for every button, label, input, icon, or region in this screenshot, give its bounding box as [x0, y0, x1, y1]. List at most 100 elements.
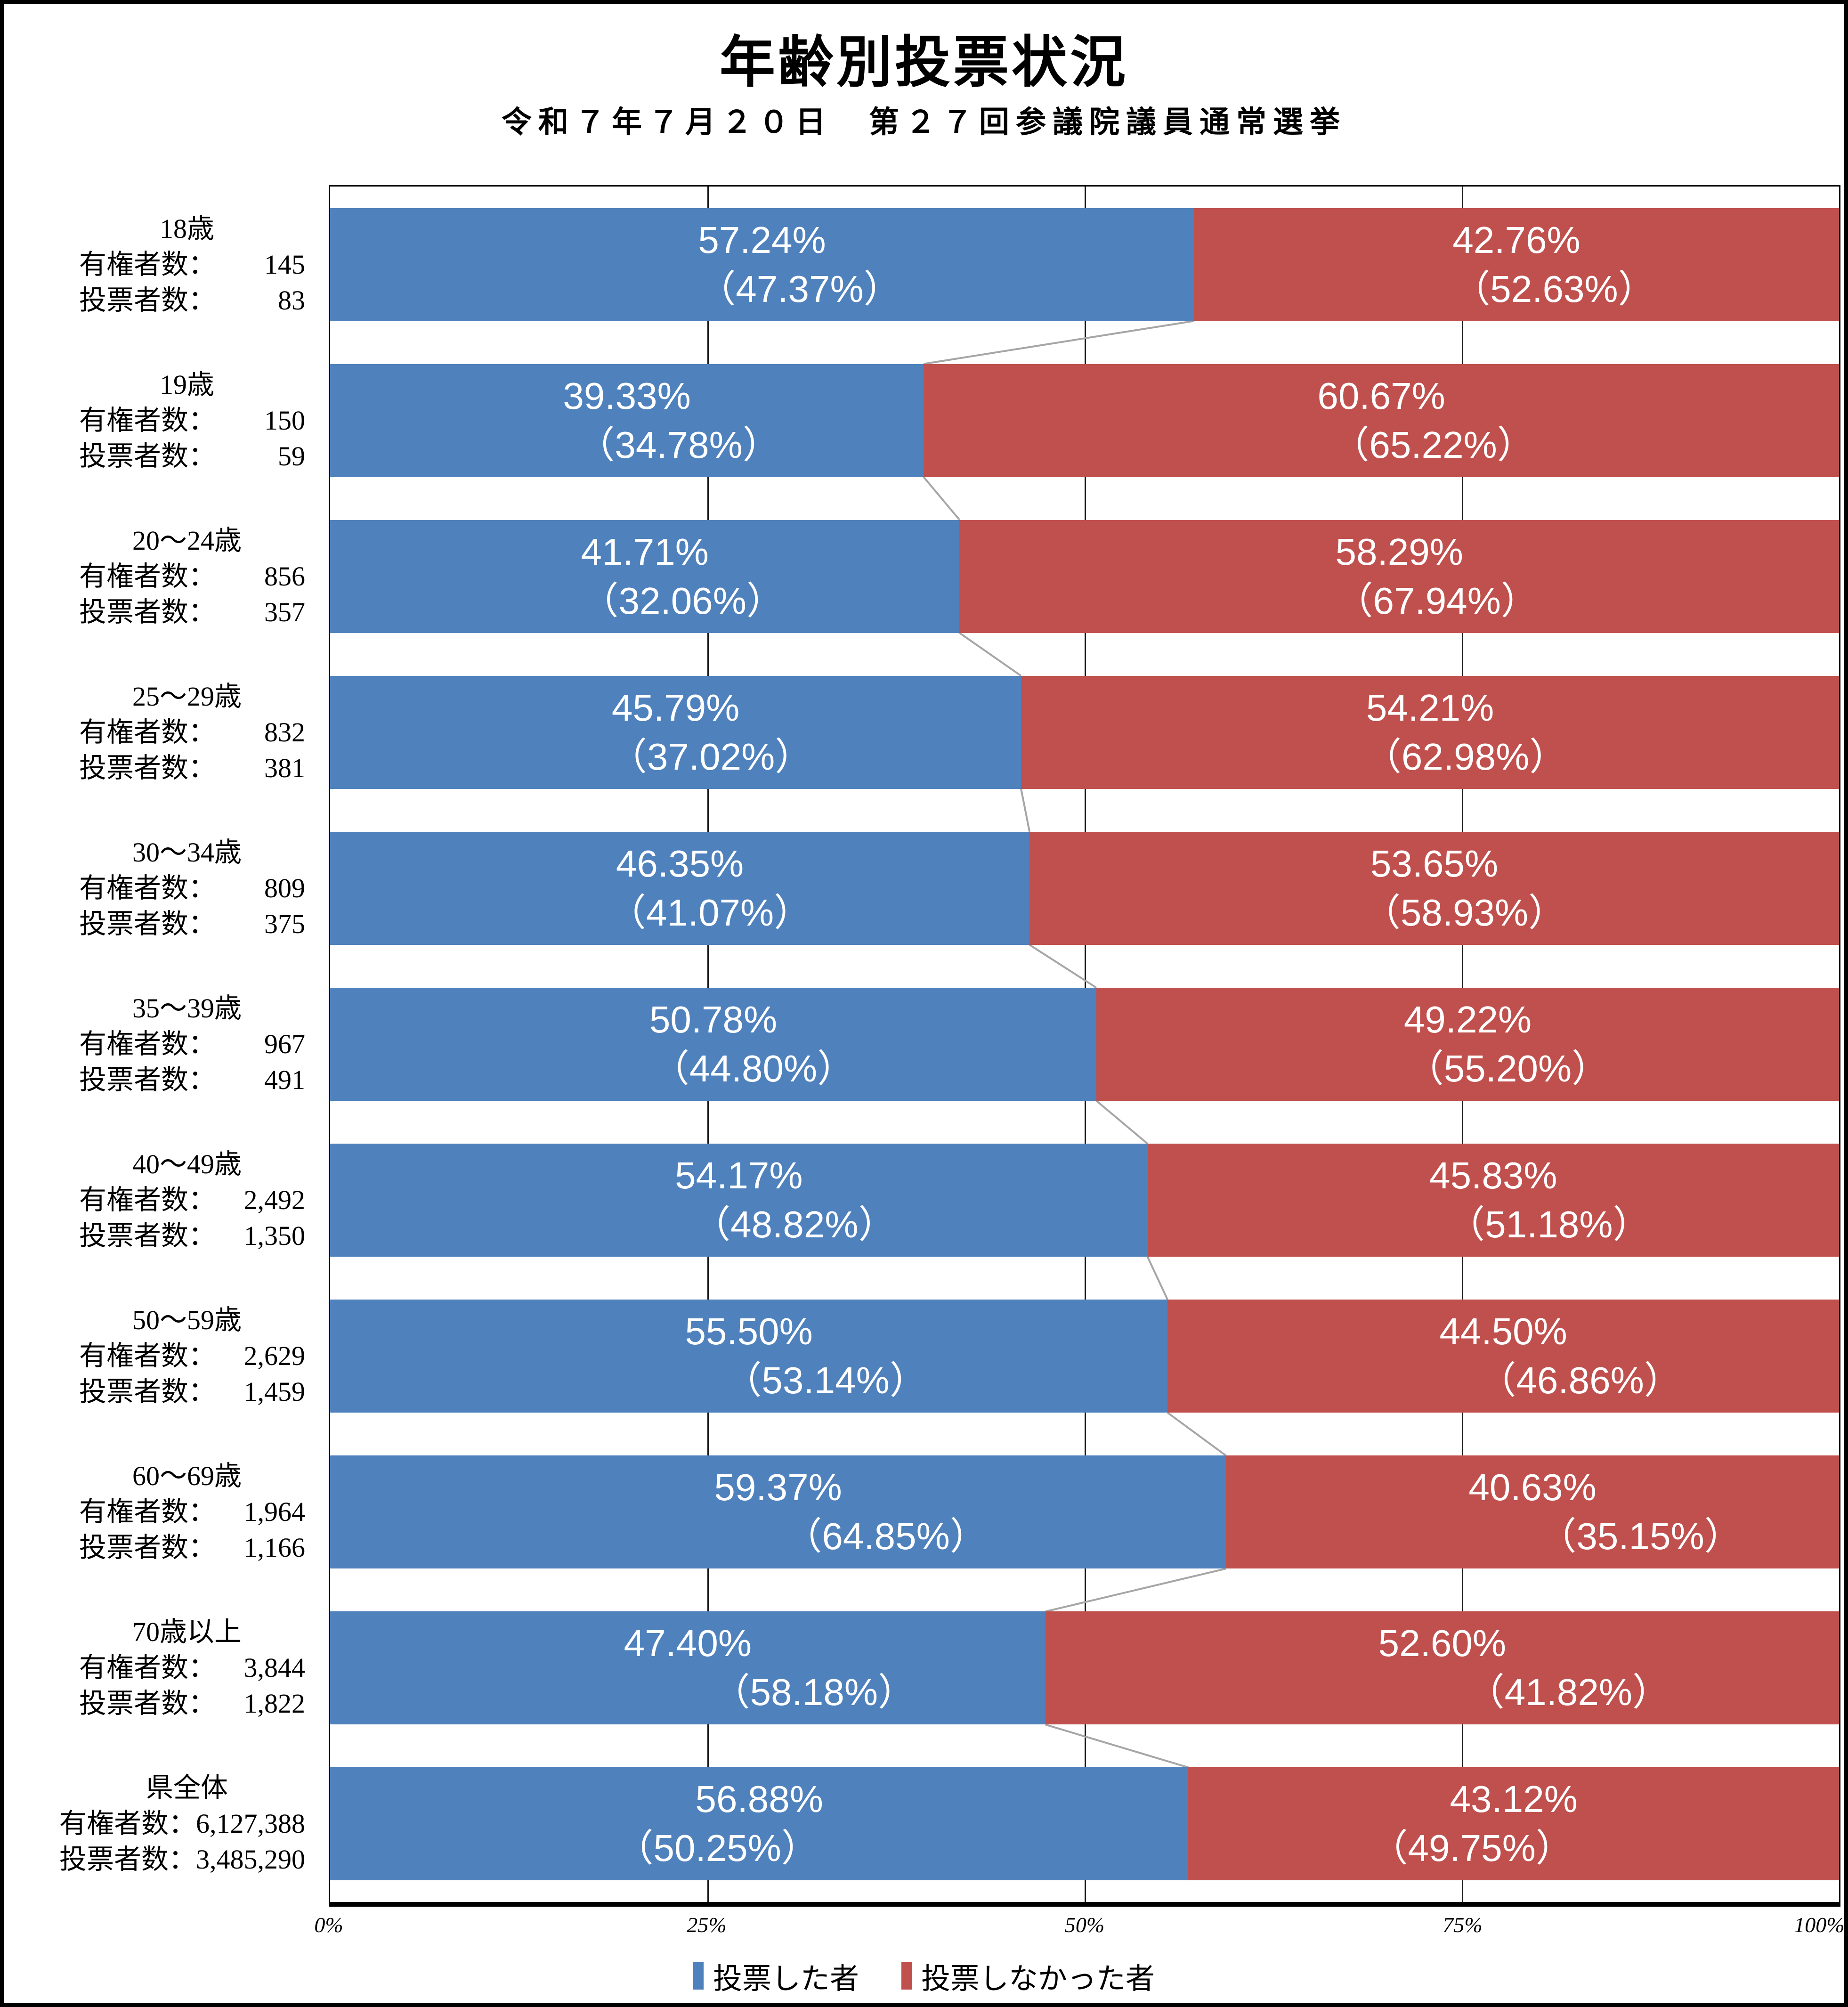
- eligible-line: 有権者数： 1,964: [17, 1494, 305, 1530]
- category-label-cell: 19歳 有権者数： 150 投票者数： 59: [17, 342, 305, 498]
- voters-line: 投票者数： 59: [17, 439, 305, 474]
- voters-line: 投票者数： 1,822: [17, 1686, 305, 1722]
- not-voted-share-label: （35.15%）: [1539, 1515, 1742, 1558]
- voters-line: 投票者数： 83: [17, 283, 305, 318]
- segment-not-voted: 44.50% （46.86%）: [1167, 1300, 1839, 1413]
- eligible-line: 有権者数： 145: [17, 247, 305, 283]
- category-label-cell: 50～59歳 有権者数： 2,629 投票者数： 1,459: [17, 1278, 305, 1434]
- stacked-bar: 56.88% （50.25%） 43.12% （49.75%）: [330, 1767, 1839, 1881]
- eligible-value: 6,127,388: [196, 1808, 305, 1839]
- not-voted-pct-label: 43.12%: [1450, 1778, 1578, 1820]
- not-voted-share-label: （58.93%）: [1362, 891, 1566, 934]
- segment-voted: 55.50% （53.14%）: [330, 1300, 1168, 1413]
- not-voted-pct-label: 44.50%: [1439, 1310, 1567, 1353]
- segment-not-voted: 54.21% （62.98%）: [1021, 675, 1839, 789]
- eligible-label: 有権者数：: [79, 249, 216, 280]
- x-axis-tick: 0%: [314, 1913, 343, 1937]
- voters-value: 3,485,290: [196, 1844, 305, 1875]
- x-axis-tick: 25%: [687, 1913, 727, 1937]
- voted-pct-label: 55.50%: [685, 1310, 813, 1353]
- voters-label: 投票者数：: [79, 1532, 216, 1563]
- stacked-bar: 47.40% （58.18%） 52.60% （41.82%）: [330, 1611, 1839, 1725]
- not-voted-share-label: （46.86%）: [1478, 1359, 1682, 1402]
- voters-label: 投票者数：: [79, 1064, 216, 1096]
- voters-label: 投票者数：: [79, 440, 216, 471]
- segment-voted: 59.37% （64.85%）: [330, 1455, 1226, 1569]
- connector-line: [1029, 944, 1097, 989]
- voters-line: 投票者数： 381: [17, 750, 305, 786]
- voters-line: 投票者数： 3,485,290: [17, 1842, 305, 1877]
- segment-voted: 50.78% （44.80%）: [330, 988, 1096, 1101]
- not-voted-share-label: （62.98%）: [1363, 735, 1567, 778]
- voters-line: 投票者数： 1,350: [17, 1218, 305, 1254]
- category-label-cell: 30～34歳 有権者数： 809 投票者数： 375: [17, 810, 305, 966]
- eligible-label: 有権者数：: [79, 1496, 216, 1528]
- eligible-value: 2,629: [243, 1341, 306, 1372]
- segment-voted: 45.79% （37.02%）: [330, 675, 1021, 789]
- bar-row: 41.71% （32.06%） 58.29% （67.94%）: [330, 498, 1839, 654]
- voters-value: 83: [278, 284, 305, 316]
- segment-voted: 54.17% （48.82%）: [330, 1144, 1148, 1257]
- stacked-bar: 41.71% （32.06%） 58.29% （67.94%）: [330, 520, 1839, 633]
- voted-pct-label: 45.79%: [611, 686, 740, 729]
- voters-value: 1,350: [243, 1220, 306, 1251]
- eligible-line: 有権者数： 150: [17, 403, 305, 439]
- eligible-value: 967: [264, 1029, 305, 1060]
- eligible-label: 有権者数：: [79, 405, 216, 436]
- segment-voted: 56.88% （50.25%）: [330, 1767, 1189, 1881]
- voters-label: 投票者数：: [79, 1220, 216, 1251]
- category-label-cell: 20～24歳 有権者数： 856 投票者数： 357: [17, 498, 305, 654]
- voted-share-label: （58.18%）: [712, 1671, 916, 1714]
- not-voted-pct-label: 53.65%: [1370, 842, 1499, 885]
- voted-pct-label: 54.17%: [675, 1154, 803, 1197]
- not-voted-pct-label: 58.29%: [1335, 530, 1463, 573]
- eligible-label: 有権者数：: [79, 1029, 216, 1060]
- eligible-value: 2,492: [243, 1185, 306, 1216]
- voters-value: 491: [264, 1064, 305, 1096]
- connector-line: [923, 320, 1194, 365]
- eligible-line: 有権者数： 809: [17, 870, 305, 906]
- x-axis-tick: 100%: [1794, 1913, 1845, 1937]
- category-label-cell: 70歳以上 有権者数： 3,844 投票者数： 1,822: [17, 1590, 305, 1746]
- segment-not-voted: 45.83% （51.18%）: [1147, 1144, 1839, 1257]
- connector-line: [1095, 1100, 1148, 1145]
- connector-lines: [923, 320, 1227, 1769]
- legend: 投票した者 投票しなかった者: [4, 1955, 1844, 1997]
- bar-row: 54.17% （48.82%） 45.83% （51.18%）: [330, 1122, 1839, 1278]
- not-voted-pct-label: 60.67%: [1317, 374, 1445, 417]
- segment-not-voted: 53.65% （58.93%）: [1029, 831, 1839, 945]
- stacked-bar: 39.33% （34.78%） 60.67% （65.22%）: [330, 364, 1839, 477]
- voters-line: 投票者数： 375: [17, 906, 305, 942]
- age-label: 35～39歳: [132, 993, 242, 1024]
- voted-share-label: （32.06%）: [581, 579, 784, 622]
- voters-value: 1,166: [243, 1532, 306, 1563]
- legend-swatch-voted-icon: [693, 1962, 704, 1990]
- voters-value: 375: [264, 908, 305, 939]
- eligible-label: 有権者数：: [79, 1652, 216, 1683]
- bar-row: 55.50% （53.14%） 44.50% （46.86%）: [330, 1278, 1839, 1434]
- eligible-line: 有権者数： 6,127,388: [17, 1806, 305, 1842]
- voted-share-label: （37.02%）: [609, 735, 813, 778]
- category-label-cell: 県全体 有権者数： 6,127,388 投票者数： 3,485,290: [17, 1746, 305, 1902]
- age-label: 60～69歳: [132, 1461, 242, 1492]
- voted-share-label: （34.78%）: [577, 423, 780, 466]
- eligible-line: 有権者数： 2,629: [17, 1338, 305, 1374]
- bar-row: 45.79% （37.02%） 54.21% （62.98%）: [330, 654, 1839, 810]
- stacked-bar: 57.24% （47.37%） 42.76% （52.63%）: [330, 208, 1839, 321]
- age-label: 18歳: [159, 213, 214, 244]
- age-label: 30～34歳: [132, 837, 242, 868]
- age-label: 25～29歳: [132, 681, 242, 712]
- voters-line: 投票者数： 1,459: [17, 1374, 305, 1410]
- eligible-line: 有権者数： 856: [17, 559, 305, 594]
- stacked-bar: 50.78% （44.80%） 49.22% （55.20%）: [330, 988, 1839, 1101]
- segment-not-voted: 43.12% （49.75%）: [1188, 1767, 1839, 1881]
- segment-not-voted: 42.76% （52.63%）: [1193, 208, 1839, 321]
- not-voted-share-label: （41.82%）: [1467, 1671, 1670, 1714]
- eligible-line: 有権者数： 2,492: [17, 1182, 305, 1218]
- not-voted-pct-label: 40.63%: [1468, 1466, 1597, 1509]
- legend-item-voted: 投票した者: [693, 1955, 859, 1997]
- x-axis: 0% 25% 50% 75% 100%: [314, 1912, 1844, 1945]
- eligible-line: 有権者数： 3,844: [17, 1650, 305, 1686]
- legend-item-not-voted: 投票しなかった者: [901, 1955, 1155, 1997]
